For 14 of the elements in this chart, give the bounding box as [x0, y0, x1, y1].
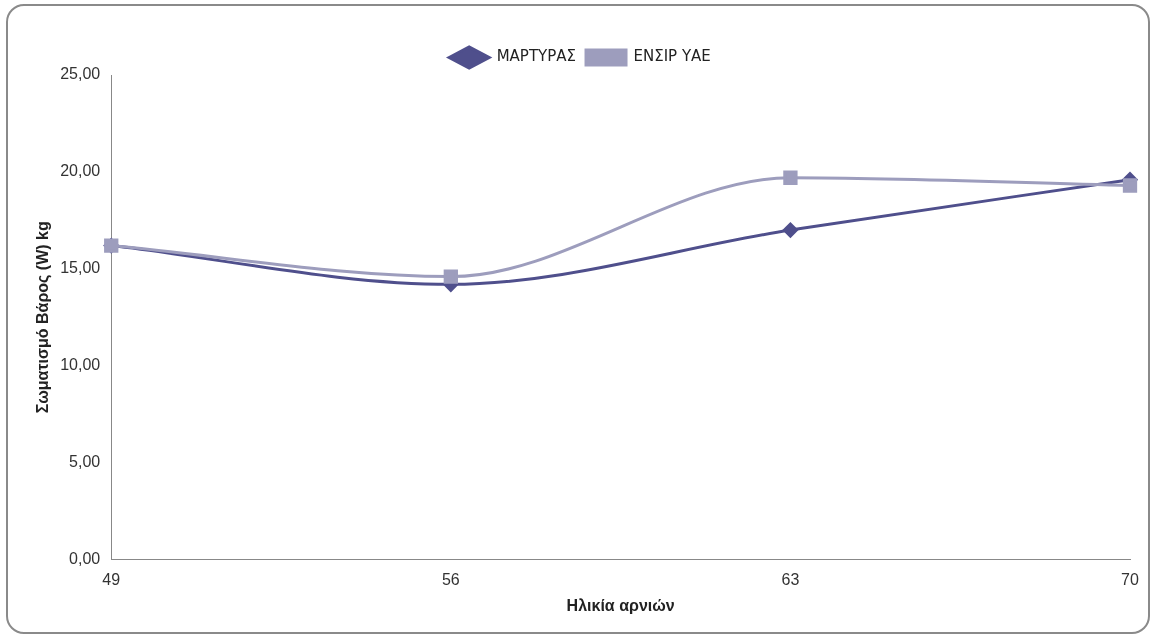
x-axis-title: Ηλικία αρνιών — [566, 596, 675, 614]
x-tick-label: 63 — [781, 570, 800, 588]
y-tick-label: 25,00 — [60, 65, 101, 83]
y-tick-label: 0,00 — [69, 550, 101, 568]
x-tick-label: 49 — [102, 570, 121, 588]
legend-label: ΕΝΣΙΡ ΥΑΕ — [633, 47, 711, 66]
x-tick-label: 70 — [1121, 570, 1139, 588]
y-tick-label: 15,00 — [60, 259, 101, 277]
legend-label: ΜΑΡΤΥΡΑΣ — [496, 47, 577, 66]
y-tick-label: 5,00 — [69, 453, 101, 471]
y-axis-title: Σωματισμό Βάρος (W) kg — [34, 221, 53, 414]
x-tick-label: 56 — [441, 570, 460, 588]
y-tick-label: 10,00 — [60, 356, 101, 374]
y-tick-label: 20,00 — [60, 162, 101, 180]
